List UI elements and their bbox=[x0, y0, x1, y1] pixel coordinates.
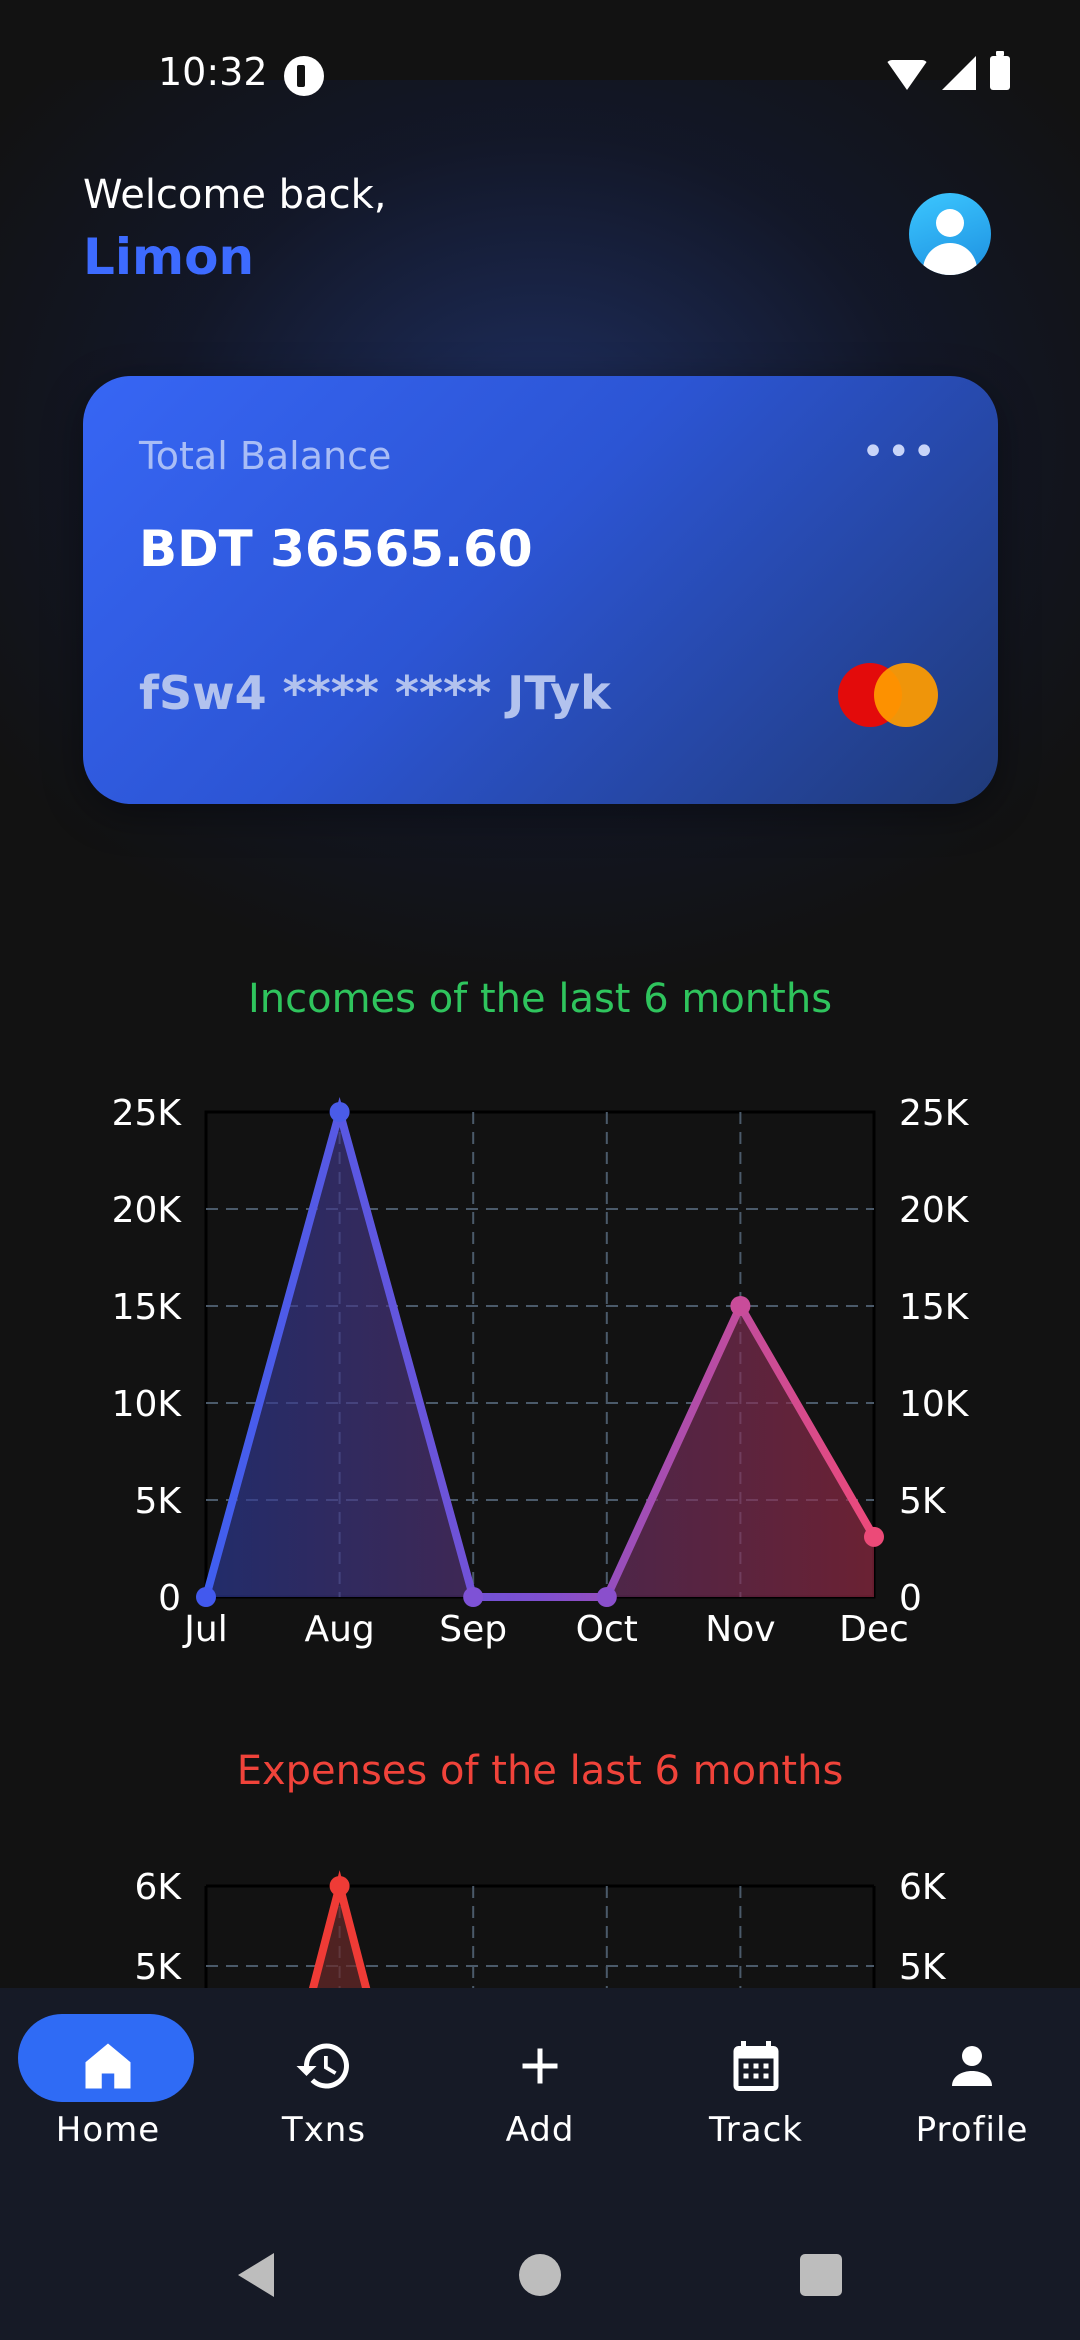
expense-y-tick-right: 5K bbox=[899, 1947, 947, 1988]
income-y-tick-right: 0 bbox=[899, 1578, 922, 1619]
income-point-aug[interactable] bbox=[329, 1102, 350, 1122]
income-y-tick-right: 15K bbox=[899, 1287, 970, 1328]
username: Limon bbox=[83, 228, 255, 286]
income-y-tick-left: 15K bbox=[112, 1287, 183, 1328]
income-x-tick: Oct bbox=[576, 1609, 638, 1650]
app-notification-icon bbox=[284, 56, 324, 96]
income-y-tick-right: 10K bbox=[899, 1384, 970, 1425]
income-point-nov[interactable] bbox=[730, 1296, 751, 1316]
person-icon bbox=[952, 2046, 992, 2086]
balance-amount: BDT 36565.60 bbox=[139, 520, 533, 578]
wifi-icon bbox=[886, 60, 928, 90]
card-number: fSw4 **** **** JTyk bbox=[139, 666, 611, 720]
avatar-body bbox=[923, 243, 977, 275]
status-time: 10:32 bbox=[158, 50, 268, 94]
avatar-head bbox=[936, 209, 964, 237]
expense-chart-title: Expenses of the last 6 months bbox=[236, 1748, 844, 1794]
bottom-nav: Home Txns Add Track Profile bbox=[0, 1988, 1080, 2198]
income-point-sep[interactable] bbox=[463, 1587, 484, 1607]
history-icon bbox=[296, 2043, 349, 2089]
income-y-tick-left: 5K bbox=[134, 1481, 182, 1522]
expense-point-aug[interactable] bbox=[329, 1876, 350, 1896]
avatar[interactable] bbox=[909, 193, 991, 275]
nav-item-track[interactable]: Track bbox=[666, 2026, 846, 2186]
back-icon[interactable] bbox=[238, 2253, 274, 2297]
income-x-tick: Jul bbox=[182, 1609, 227, 1650]
nav-item-txns[interactable]: Txns bbox=[234, 2026, 414, 2186]
income-y-tick-right: 25K bbox=[899, 1093, 970, 1134]
nav-label-add: Add bbox=[505, 2110, 575, 2150]
income-x-tick: Aug bbox=[304, 1609, 374, 1650]
status-icons bbox=[886, 51, 1010, 90]
nav-label-profile: Profile bbox=[915, 2110, 1029, 2150]
income-point-oct[interactable] bbox=[596, 1587, 617, 1607]
expense-y-tick-right: 6K bbox=[899, 1867, 947, 1908]
home-icon bbox=[85, 2043, 131, 2089]
mastercard-orange-circle bbox=[874, 663, 938, 727]
income-y-tick-left: 0 bbox=[158, 1578, 181, 1619]
income-x-tick: Sep bbox=[439, 1609, 507, 1650]
battery-icon bbox=[990, 51, 1010, 90]
nav-label-home: Home bbox=[55, 2110, 161, 2150]
nav-label-track: Track bbox=[709, 2110, 803, 2150]
expense-y-tick-left: 6K bbox=[134, 1867, 182, 1908]
plus-icon bbox=[522, 2048, 558, 2084]
income-chart: 0 0 5K 5K 10K 10K 15K 15K 20K 20K 25K 25K Jul Aug Sep O… bbox=[112, 1093, 970, 1650]
welcome-text: Welcome back, bbox=[83, 172, 387, 218]
expense-y-tick-left: 5K bbox=[134, 1947, 182, 1988]
recents-icon[interactable] bbox=[800, 2254, 842, 2296]
income-y-tick-right: 5K bbox=[899, 1481, 947, 1522]
home-circle-icon[interactable] bbox=[519, 2254, 561, 2296]
system-nav-bar bbox=[0, 2198, 1080, 2340]
income-y-tick-right: 20K bbox=[899, 1190, 970, 1231]
balance-label: Total Balance bbox=[139, 434, 392, 478]
income-series-line bbox=[202, 1096, 878, 1601]
income-point-dec[interactable] bbox=[864, 1526, 884, 1547]
income-x-tick: Dec bbox=[839, 1609, 909, 1650]
nav-item-add[interactable]: Add bbox=[450, 2026, 630, 2186]
card-menu-icon[interactable]: ••• bbox=[861, 429, 938, 475]
mastercard-logo-icon bbox=[838, 663, 938, 729]
income-area bbox=[206, 1112, 874, 1597]
nav-item-home[interactable]: Home bbox=[18, 2014, 198, 2186]
income-y-tick-left: 10K bbox=[112, 1384, 183, 1425]
calendar-icon bbox=[733, 2041, 779, 2091]
status-bar: 10:32 bbox=[0, 0, 1080, 150]
income-y-tick-left: 25K bbox=[112, 1093, 183, 1134]
nav-label-txns: Txns bbox=[281, 2110, 367, 2150]
income-x-tick: Nov bbox=[705, 1609, 775, 1650]
income-point-jul[interactable] bbox=[196, 1587, 216, 1607]
income-chart-title: Incomes of the last 6 months bbox=[247, 976, 833, 1022]
signal-icon bbox=[942, 56, 976, 90]
balance-card[interactable]: Total Balance ••• BDT 36565.60 fSw4 ****… bbox=[83, 376, 998, 804]
nav-item-profile[interactable]: Profile bbox=[882, 2026, 1062, 2186]
income-y-tick-left: 20K bbox=[112, 1190, 183, 1231]
